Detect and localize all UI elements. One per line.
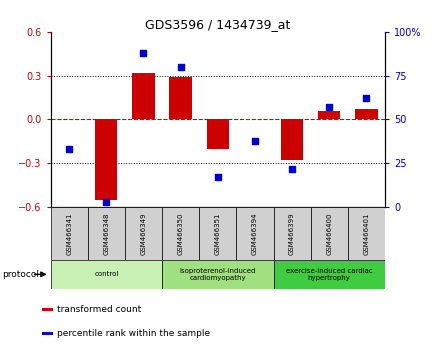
Bar bbox=[274, 260, 385, 289]
Bar bbox=[125, 207, 162, 260]
Text: GSM466400: GSM466400 bbox=[326, 212, 332, 255]
Point bbox=[289, 166, 296, 171]
Point bbox=[251, 138, 258, 143]
Bar bbox=[199, 207, 236, 260]
Text: exercise-induced cardiac
hypertrophy: exercise-induced cardiac hypertrophy bbox=[286, 268, 373, 281]
Bar bbox=[162, 207, 199, 260]
Bar bbox=[51, 260, 162, 289]
Bar bbox=[169, 77, 192, 120]
Text: transformed count: transformed count bbox=[57, 305, 141, 314]
Text: GSM466341: GSM466341 bbox=[66, 212, 72, 255]
Text: GSM466350: GSM466350 bbox=[178, 212, 183, 255]
Text: GSM466399: GSM466399 bbox=[289, 212, 295, 255]
Bar bbox=[95, 120, 117, 200]
Bar bbox=[51, 207, 88, 260]
Bar bbox=[42, 308, 53, 311]
Text: protocol: protocol bbox=[2, 270, 39, 279]
Point bbox=[214, 175, 221, 180]
Text: isoproterenol-induced
cardiomyopathy: isoproterenol-induced cardiomyopathy bbox=[180, 268, 256, 281]
Point bbox=[103, 199, 110, 205]
Point bbox=[66, 147, 73, 152]
Bar bbox=[207, 120, 229, 149]
Bar bbox=[42, 332, 53, 335]
Text: percentile rank within the sample: percentile rank within the sample bbox=[57, 329, 210, 338]
Point bbox=[363, 96, 370, 101]
Bar bbox=[162, 260, 274, 289]
Bar bbox=[281, 120, 303, 160]
Bar bbox=[236, 207, 274, 260]
Text: GSM466394: GSM466394 bbox=[252, 212, 258, 255]
Text: GSM466401: GSM466401 bbox=[363, 212, 370, 255]
Point bbox=[177, 64, 184, 70]
Point bbox=[326, 104, 333, 110]
Point bbox=[140, 50, 147, 56]
Text: control: control bbox=[94, 272, 118, 277]
Bar bbox=[355, 109, 378, 120]
Bar bbox=[274, 207, 311, 260]
Text: GSM466348: GSM466348 bbox=[103, 212, 109, 255]
Bar bbox=[88, 207, 125, 260]
Text: GSM466351: GSM466351 bbox=[215, 212, 221, 255]
Bar bbox=[311, 207, 348, 260]
Bar bbox=[318, 111, 341, 120]
Text: GSM466349: GSM466349 bbox=[140, 212, 147, 255]
Title: GDS3596 / 1434739_at: GDS3596 / 1434739_at bbox=[145, 18, 290, 31]
Bar bbox=[348, 207, 385, 260]
Bar bbox=[132, 73, 154, 120]
